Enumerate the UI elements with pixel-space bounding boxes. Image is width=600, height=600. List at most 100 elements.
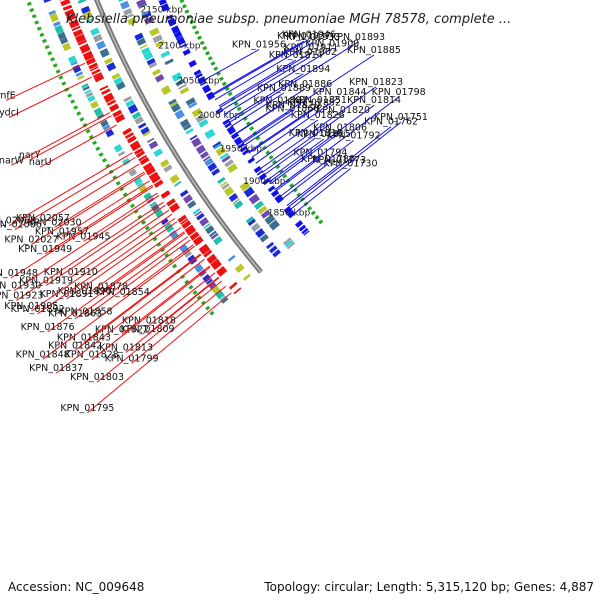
feature-segment bbox=[195, 113, 206, 123]
scale-tick bbox=[141, 220, 147, 225]
feature-segment bbox=[259, 233, 269, 243]
feature-segment bbox=[140, 126, 150, 135]
gene-label: KPN_01794 bbox=[293, 148, 347, 159]
backbone-layer bbox=[94, 0, 263, 274]
feature-segment bbox=[294, 220, 304, 228]
gene-label: KPN_01803 bbox=[70, 372, 124, 383]
feature-segment bbox=[179, 118, 190, 129]
scale-tick bbox=[186, 14, 192, 20]
gene-label: rnfE bbox=[0, 90, 16, 101]
gene-label: KPN_01813 bbox=[99, 342, 153, 353]
gene-connector bbox=[259, 86, 377, 170]
feature-segment bbox=[123, 8, 133, 16]
scale-tick bbox=[192, 290, 198, 295]
feature-segment bbox=[237, 142, 245, 149]
feature-segment bbox=[143, 51, 154, 61]
feature-segment bbox=[184, 224, 197, 236]
feature-segment bbox=[175, 78, 186, 87]
feature-segment bbox=[167, 17, 177, 27]
scale-tick bbox=[199, 40, 205, 46]
feature-segment bbox=[198, 243, 211, 255]
feature-segment bbox=[193, 69, 202, 76]
scale-label: 2100 kbp bbox=[158, 42, 201, 52]
feature-segment bbox=[122, 127, 132, 136]
gene-label: KPN_01890 bbox=[58, 286, 112, 297]
feature-segment bbox=[99, 85, 109, 91]
gene-connector bbox=[270, 132, 341, 185]
feature-segment bbox=[181, 220, 192, 230]
feature-segment bbox=[93, 74, 105, 83]
scale-tick bbox=[52, 63, 58, 68]
gene-connector bbox=[263, 137, 316, 176]
feature-segment bbox=[85, 57, 96, 66]
scale-tick bbox=[79, 117, 85, 122]
feature-segment bbox=[77, 39, 87, 46]
gene-label: KPN_01949 bbox=[18, 244, 72, 255]
scale-tick bbox=[282, 173, 288, 179]
scale-tick bbox=[188, 284, 194, 290]
feature-segment bbox=[247, 157, 256, 164]
reverse-gene-labels: KPN_01795KPN_01799KPN_01803KPN_01809KPN_… bbox=[0, 62, 232, 414]
gene-connector bbox=[37, 218, 175, 315]
feature-segment bbox=[233, 287, 242, 295]
gene-label: KPN_02030 bbox=[28, 218, 82, 229]
feature-segment bbox=[149, 27, 160, 37]
scale-tick bbox=[268, 155, 274, 160]
scale-tick bbox=[180, 274, 186, 280]
feature-segment bbox=[233, 200, 244, 210]
gene-connector bbox=[261, 114, 344, 173]
feature-segment bbox=[160, 218, 169, 226]
gene-connector bbox=[44, 184, 153, 255]
feature-segment bbox=[83, 10, 93, 21]
scale-tick bbox=[47, 51, 53, 56]
gene-connector bbox=[268, 104, 375, 183]
feature-segment bbox=[234, 263, 245, 274]
gene-connector bbox=[148, 272, 216, 326]
feature-segment bbox=[216, 109, 224, 115]
scale-tick bbox=[196, 295, 202, 301]
gene-label: KPN_01826 bbox=[291, 110, 345, 121]
feature-segment bbox=[226, 125, 237, 135]
feature-segment bbox=[136, 182, 144, 188]
scale-tick bbox=[61, 81, 67, 86]
feature-segment bbox=[228, 193, 239, 203]
scale-tick bbox=[184, 9, 190, 14]
feature-segment bbox=[148, 61, 158, 69]
gene-connector bbox=[212, 39, 310, 96]
feature-segment bbox=[168, 98, 177, 106]
scale-label: 2050 kbp bbox=[177, 77, 220, 87]
gene-connector bbox=[221, 56, 311, 111]
gene-label: KPN_01844 bbox=[313, 87, 367, 98]
feature-segment bbox=[141, 11, 152, 19]
feature-segment bbox=[153, 148, 163, 158]
gene-connector bbox=[279, 140, 354, 197]
feature-segment bbox=[121, 157, 131, 166]
feature-segment bbox=[84, 89, 92, 95]
feature-segment bbox=[233, 136, 244, 146]
scale-tick bbox=[55, 69, 61, 74]
feature-segment bbox=[201, 84, 212, 94]
gene-label: KPN_01842 bbox=[48, 340, 102, 351]
feature-segment bbox=[111, 72, 121, 80]
feature-segment bbox=[194, 210, 202, 217]
scale-tick bbox=[310, 210, 316, 216]
feature-segment bbox=[200, 81, 208, 86]
feature-segment bbox=[171, 72, 183, 82]
gene-connector bbox=[287, 126, 392, 208]
gene-label: KPN_01852 bbox=[287, 98, 341, 109]
feature-segment bbox=[113, 143, 123, 153]
gene-connector bbox=[227, 73, 304, 122]
scale-tick bbox=[221, 81, 227, 87]
feature-segment bbox=[189, 134, 198, 141]
scale-label: 1950 kbp bbox=[220, 145, 263, 155]
gene-connector bbox=[275, 157, 321, 192]
scale-tick bbox=[255, 135, 261, 141]
gene-connector bbox=[255, 119, 319, 164]
scale-tick bbox=[29, 7, 35, 13]
scale-tick bbox=[179, 0, 185, 4]
scale-tick bbox=[102, 158, 107, 163]
feature-segment bbox=[210, 258, 222, 270]
scale-tick bbox=[144, 225, 150, 231]
feature-segment bbox=[125, 13, 134, 19]
feature-segment bbox=[106, 99, 117, 106]
